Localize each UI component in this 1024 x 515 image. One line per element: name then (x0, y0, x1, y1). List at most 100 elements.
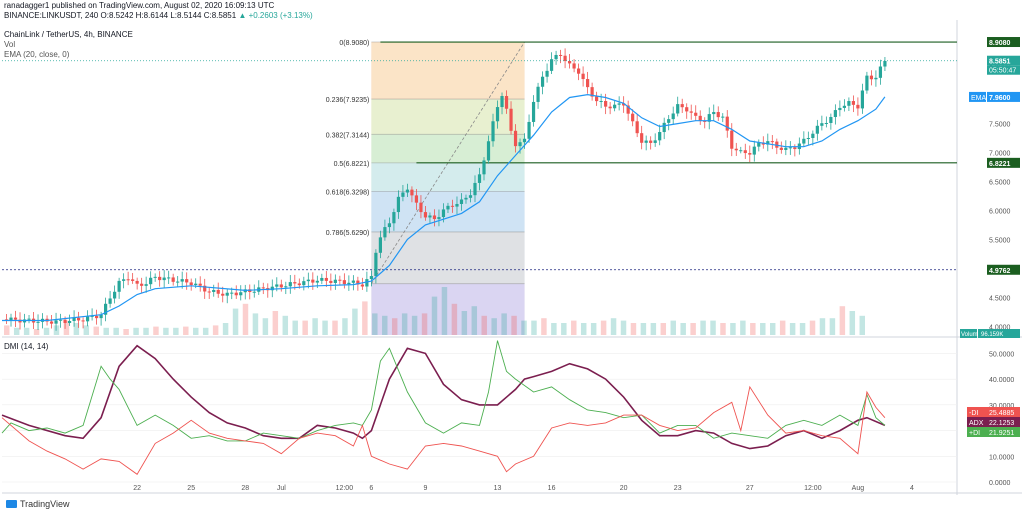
candle-body (671, 113, 675, 120)
legend-title[interactable]: ChainLink / TetherUS, 4h, BINANCE (4, 30, 133, 40)
candle-body (743, 150, 747, 154)
candle-body (486, 141, 491, 161)
price-marker-box (987, 264, 1020, 275)
candle-body (495, 107, 500, 122)
candle-body (644, 140, 648, 143)
volume-bar (431, 296, 438, 335)
candle-body (734, 148, 738, 151)
dmi-tick-label: 0.0000 (989, 480, 1011, 487)
candle-body (324, 277, 328, 281)
volume-bar (322, 320, 328, 335)
candle-body (185, 279, 189, 283)
volume-bar (421, 313, 428, 335)
dmi-value-label: 22.1253 (989, 420, 1014, 427)
ema-tag-label: EMA (971, 95, 987, 102)
candle-body (117, 280, 121, 292)
tradingview-watermark[interactable]: TradingView (6, 499, 70, 509)
candle-body (189, 282, 193, 286)
candle-body (590, 87, 594, 97)
volume-bar (730, 323, 736, 335)
candle-body (707, 114, 711, 122)
legend-title-text: ChainLink / TetherUS, 4h, BINANCE (4, 30, 133, 39)
volume-bar (272, 311, 279, 335)
volume-bar (531, 320, 537, 335)
legend-ema[interactable]: EMA (20, close, 0) (4, 50, 69, 60)
candle-body (351, 280, 355, 283)
volume-bar (670, 320, 676, 335)
candle-body (171, 277, 175, 282)
candle-body (676, 104, 680, 114)
dmi-legend[interactable]: DMI (14, 14) (4, 342, 48, 352)
adx-line (1, 344, 886, 450)
publisher-text: ranadagger1 published on TradingView.com… (4, 1, 275, 10)
time-tick-label: 28 (241, 485, 249, 492)
candle-body (595, 96, 599, 102)
candle-body (428, 215, 432, 218)
publisher-line: ranadagger1 published on TradingView.com… (4, 1, 274, 11)
candle-body (712, 112, 716, 115)
volume-bar (809, 320, 816, 335)
volume-bar (252, 313, 259, 335)
volume-bar (312, 318, 318, 335)
candle-body (459, 199, 464, 204)
dmi-tag-box (967, 427, 987, 437)
candle-body (414, 195, 419, 203)
volume-bar (411, 315, 418, 335)
price-marker-box (987, 91, 1020, 102)
volume-bar (471, 306, 478, 335)
candle-body (365, 279, 369, 287)
candle-body (302, 281, 306, 286)
candle-body (815, 125, 819, 134)
volume-bar (849, 311, 856, 335)
volume-bar (451, 303, 458, 335)
dmi-tag-name: ADX (969, 420, 984, 427)
volume-bar (183, 326, 189, 335)
price-marker-box (987, 157, 1020, 168)
volume-bar (600, 320, 607, 335)
dmi-value-box (987, 427, 1020, 437)
candle-body (329, 280, 333, 283)
time-tick-label: 9 (423, 485, 427, 492)
volume-bar (123, 329, 129, 335)
candle-body (531, 101, 536, 122)
time-tick-label: 22 (133, 485, 141, 492)
tradingview-logo-icon (6, 500, 17, 508)
candle-body (410, 189, 414, 196)
candle-body (311, 279, 315, 283)
candle-body (76, 317, 81, 321)
volume-bar (33, 329, 40, 335)
candle-body (162, 277, 166, 281)
volume-bar (143, 327, 149, 335)
volume-bar (133, 327, 139, 335)
volume-bar (153, 326, 159, 335)
candle-body (757, 142, 761, 147)
candle-body (360, 284, 364, 287)
volume-bar (610, 318, 617, 335)
legend-vol[interactable]: Vol (4, 40, 15, 50)
candle-body (293, 282, 297, 284)
candle-body (338, 279, 342, 281)
ohlc-change: ▲ +0.2603 (+3.13%) (238, 11, 313, 20)
candle-body (878, 66, 883, 78)
candle-body (766, 141, 770, 145)
candle-body (374, 252, 378, 277)
candle-body (333, 279, 337, 283)
dmi-tag-name: -DI (969, 410, 978, 417)
volume-bar (83, 325, 90, 335)
volume-bar (461, 311, 468, 335)
candle-body (216, 289, 220, 294)
candle-body (405, 189, 410, 193)
candle-body (432, 215, 437, 220)
candle-body (419, 202, 423, 213)
price-marker-label: 7.9600 (989, 95, 1011, 102)
volume-bar (372, 313, 378, 335)
dmi-tag-box (967, 417, 987, 427)
candle-body (653, 140, 657, 143)
time-tick-label: 6 (369, 485, 373, 492)
candle-body (631, 113, 635, 122)
candle-body (167, 277, 171, 279)
candle-body (563, 55, 567, 62)
candle-body (9, 317, 13, 321)
candle-body (113, 291, 117, 299)
